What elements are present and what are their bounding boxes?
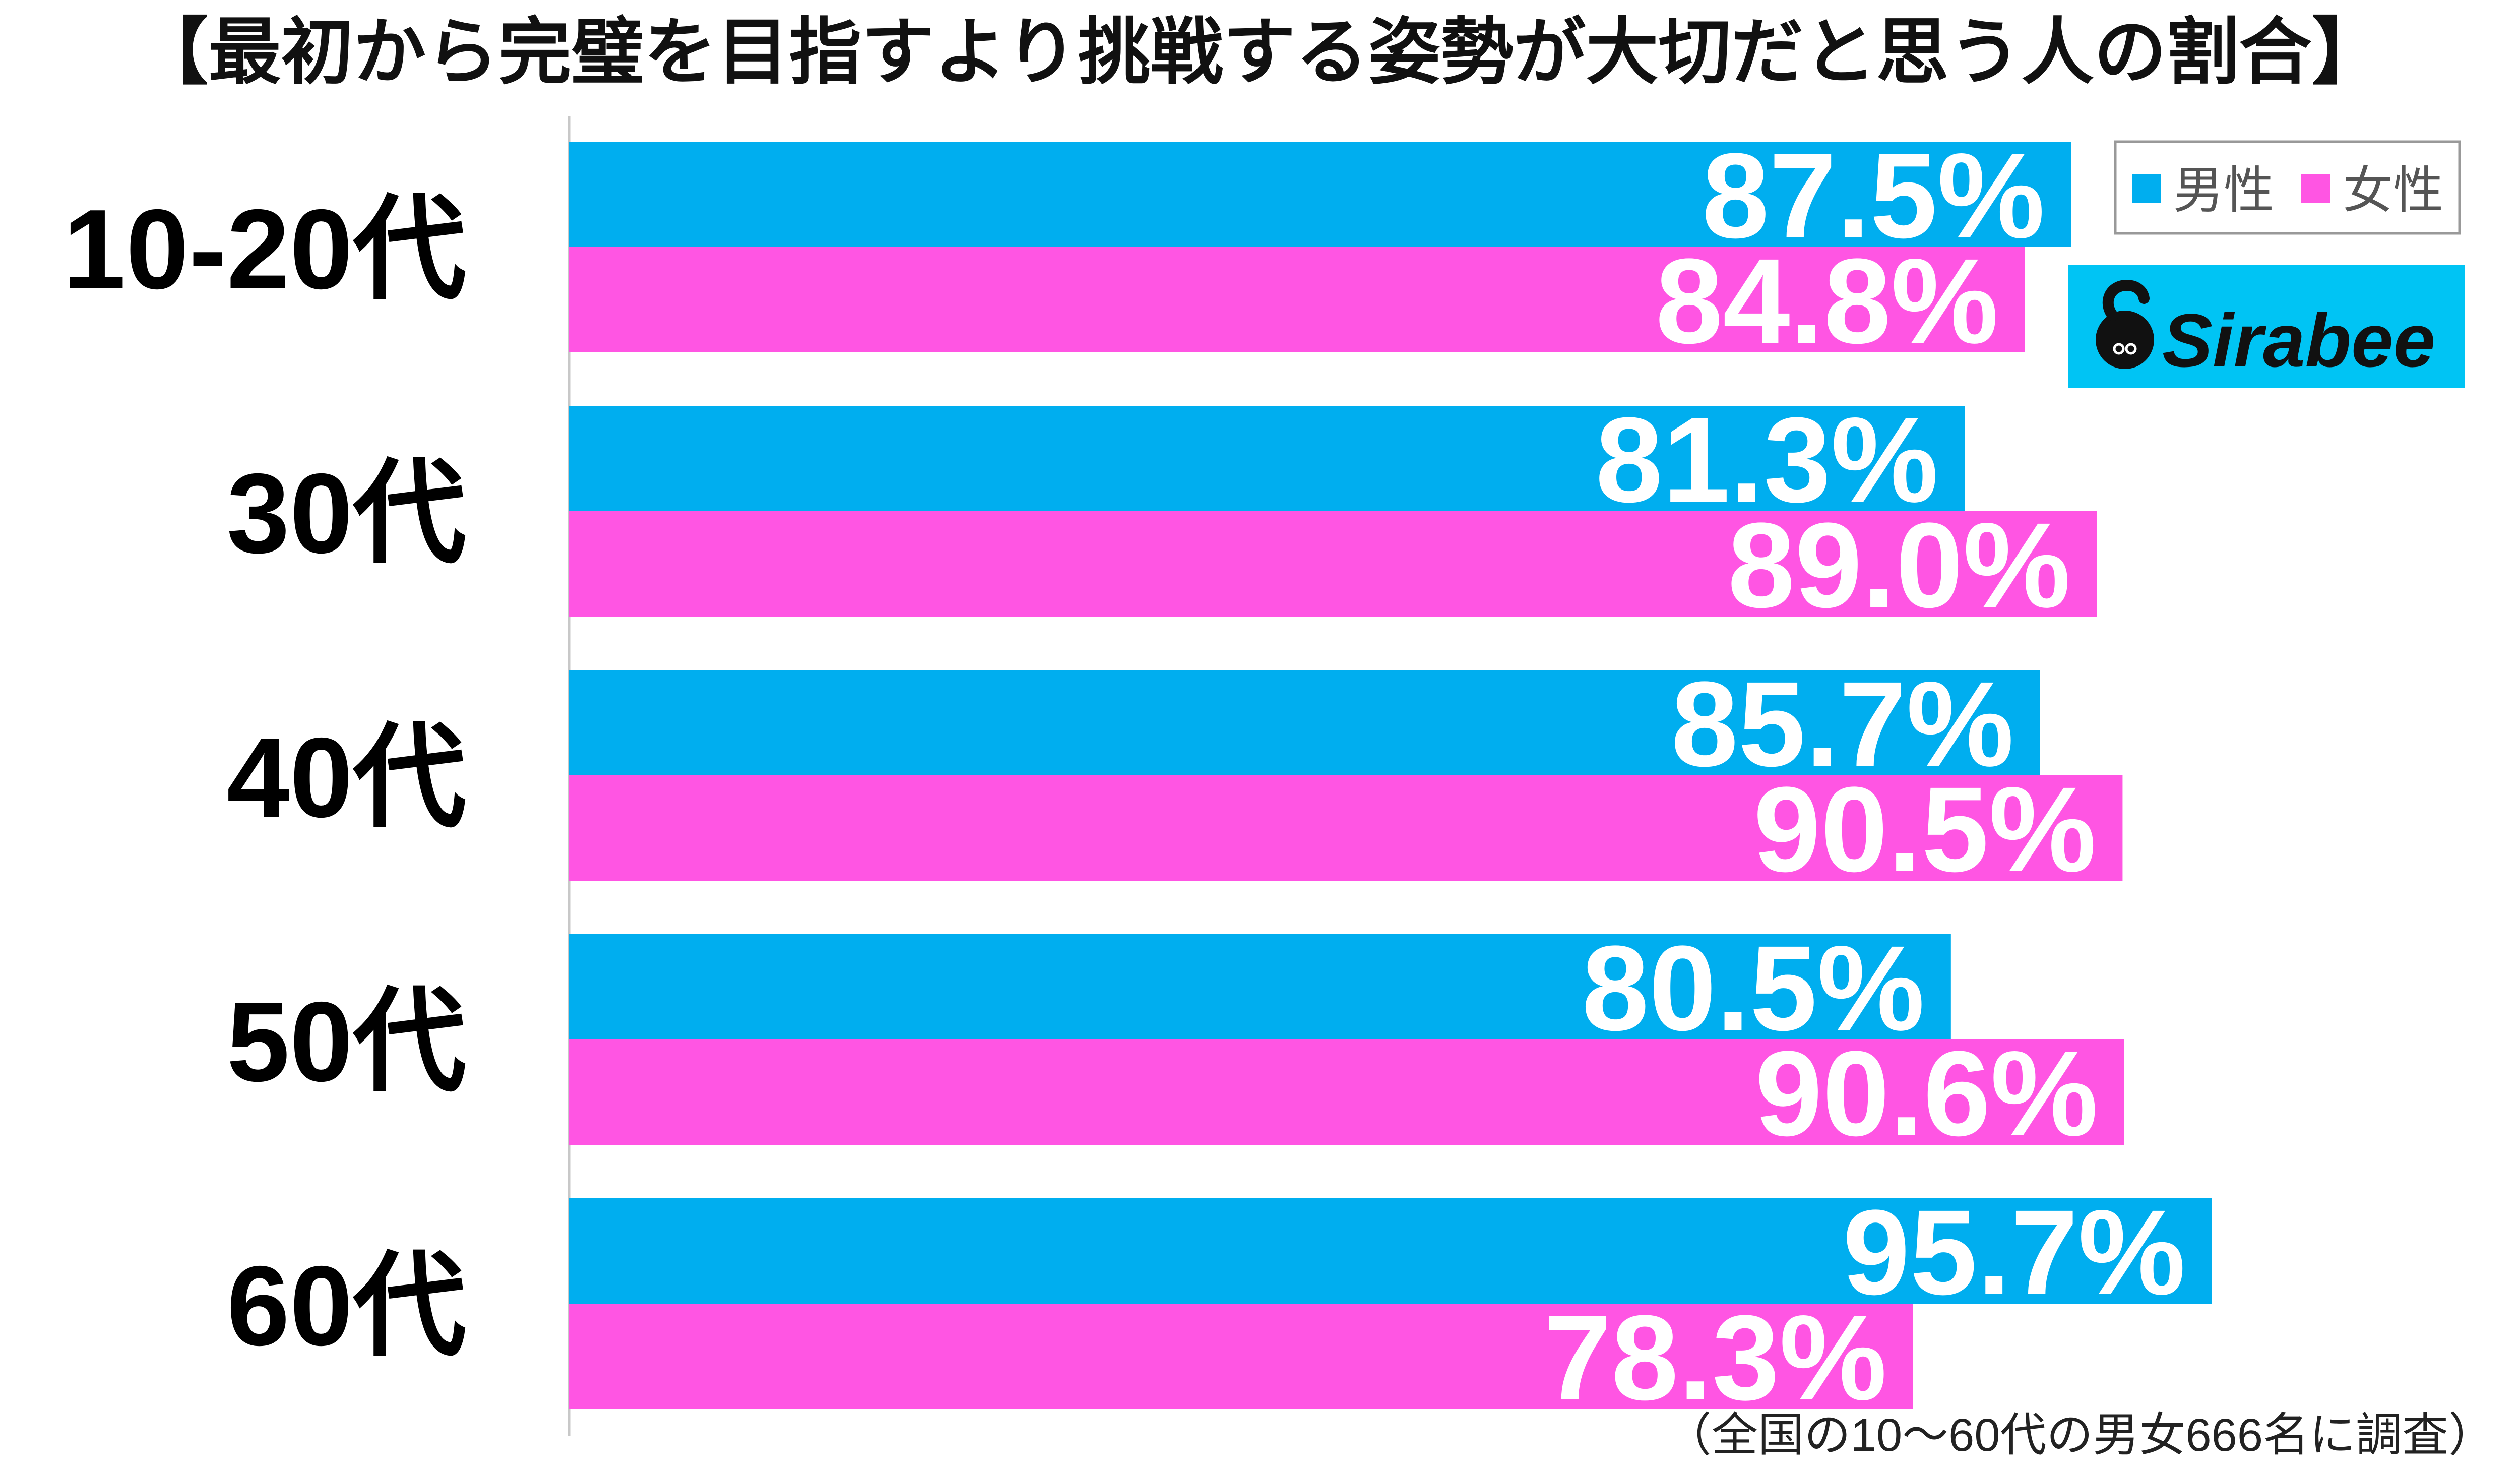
legend-label-female: 女性 xyxy=(2343,162,2443,219)
bar-male-group-5 xyxy=(569,1198,2212,1304)
bar-female-group-5 xyxy=(569,1304,1913,1409)
data-label: 90.5% xyxy=(1753,762,2097,897)
category-label: 10-20代 xyxy=(63,186,466,313)
bar-female-group-3 xyxy=(569,775,2123,881)
bar-male-group-2 xyxy=(569,406,1965,511)
data-label: 89.0% xyxy=(1728,498,2071,633)
legend: 男性 女性 xyxy=(2114,140,2461,235)
category-label: 50代 xyxy=(227,978,466,1105)
bar-group-5: 60代 95.7%78.3% xyxy=(227,1185,2212,1425)
sirabee-mascot-icon xyxy=(2096,279,2154,369)
legend-box xyxy=(2114,140,2461,235)
chart-title: 【最初から完璧を目指すより挑戦する姿勢が大切だと思う人の割合】 xyxy=(136,12,2384,93)
bar-group-4: 50代 80.5%90.6% xyxy=(227,921,2124,1161)
bar-group-1: 10-20代 87.5%84.8% xyxy=(63,128,2071,369)
bar-female-group-4 xyxy=(569,1039,2124,1145)
data-label: 85.7% xyxy=(1671,656,2014,791)
legend-swatch-male xyxy=(2132,174,2161,203)
legend-swatch-female xyxy=(2301,174,2330,203)
category-label: 60代 xyxy=(227,1242,466,1369)
sirabee-logo: Sirabee xyxy=(2068,265,2465,388)
bar-group-3: 40代 85.7%90.5% xyxy=(227,656,2123,897)
data-label: 81.3% xyxy=(1596,392,1939,527)
legend-label-male: 男性 xyxy=(2173,162,2274,219)
bar-male-group-1 xyxy=(569,142,2071,247)
category-label: 40代 xyxy=(227,714,466,841)
survey-note: （全国の10〜60代の男女666名に調査） xyxy=(1665,1410,2495,1461)
bar-female-group-2 xyxy=(569,511,2097,617)
logo-text: Sirabee xyxy=(2162,298,2435,383)
bar-groups: 10-20代 87.5%84.8%30代 81.3%89.0%40代 85.7%90.… xyxy=(63,128,2212,1425)
bar-male-group-3 xyxy=(569,670,2040,775)
data-label: 95.7% xyxy=(1843,1185,2186,1320)
data-label: 80.5% xyxy=(1582,921,1925,1056)
category-label: 30代 xyxy=(227,450,466,577)
data-label: 84.8% xyxy=(1656,233,1999,369)
data-label: 87.5% xyxy=(1702,128,2045,263)
data-label: 90.6% xyxy=(1755,1026,2098,1161)
bar-group-2: 30代 81.3%89.0% xyxy=(227,392,2097,633)
bar-male-group-4 xyxy=(569,934,1951,1039)
data-label: 78.3% xyxy=(1544,1290,1887,1425)
bar-female-group-1 xyxy=(569,247,2025,352)
